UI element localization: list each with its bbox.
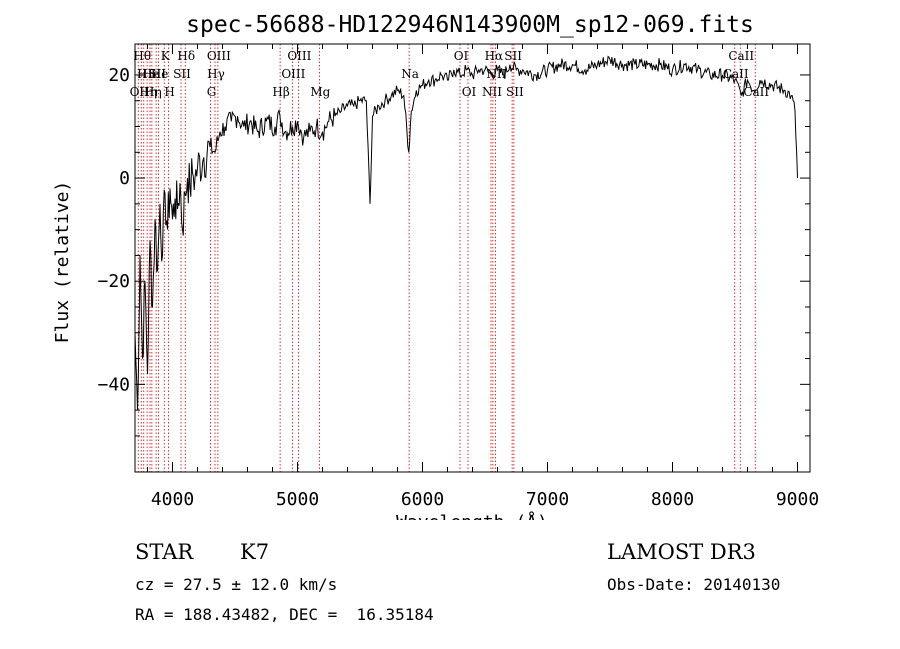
line-marker-label: OII: [130, 85, 150, 99]
line-marker-label: Mg: [310, 85, 330, 99]
y-tick-label: −20: [97, 271, 130, 292]
chart-title: spec-56688-HD122946N143900M_sp12-069.fit…: [186, 12, 754, 38]
axis-tick-labels: 4000 5000 6000 7000 8000 9000 −40 −20 0 20: [97, 65, 819, 510]
plot-frame: [134, 43, 811, 473]
x-tick-label: 6000: [401, 489, 444, 510]
y-tick-label: 0: [119, 168, 130, 189]
axis-ticks: [135, 44, 810, 472]
line-marker-label: CaII: [743, 85, 769, 99]
line-marker-label: G: [207, 85, 217, 99]
line-marker-label: SII: [148, 67, 166, 81]
line-marker-label: SII: [173, 67, 191, 81]
line-marker-label: OIII: [281, 67, 305, 81]
y-tick-label: 20: [108, 65, 130, 86]
x-tick-label: 9000: [776, 489, 819, 510]
line-marker-label: CaII: [728, 49, 754, 63]
x-tick-label: 7000: [526, 489, 569, 510]
line-marker-label: Hη: [144, 85, 162, 99]
line-marker-label: SII: [506, 85, 524, 99]
line-marker-label: H: [164, 85, 174, 99]
x-tick-label: 8000: [651, 489, 694, 510]
line-marker-label: Na: [401, 67, 419, 81]
y-axis-label: Flux (relative): [52, 181, 73, 344]
object-class: STAR: [135, 540, 194, 564]
object-subclass: K7: [240, 540, 270, 564]
line-marker-label: He: [151, 67, 169, 81]
spectrum-chart: spec-56688-HD122946N143900M_sp12-069.fit…: [52, 12, 819, 520]
line-marker-label: OI: [454, 49, 469, 63]
coordinates: RA = 188.43482, DEC = 16.35184: [135, 605, 434, 624]
line-marker-label: Hδ: [177, 49, 195, 63]
line-marker-labels: OIIHθHIHηHeHηSIIHeKHSIIHδGHγOIIIHβOIIIOI…: [130, 49, 770, 99]
line-marker-label: Hθ: [133, 49, 151, 63]
line-marker-label: OI: [462, 85, 477, 99]
line-marker-label: HI: [137, 67, 152, 81]
redshift-cz: cz = 27.5 ± 12.0 km/s: [135, 575, 338, 594]
line-marker-label: NII: [482, 85, 502, 99]
line-marker-label: Hη: [139, 85, 157, 99]
x-tick-label: 4000: [151, 489, 194, 510]
x-tick-label: 5000: [276, 489, 319, 510]
x-axis-label: Wavelength (Å): [396, 511, 548, 520]
line-marker-label: SII: [504, 49, 522, 63]
line-marker-label: NII: [486, 67, 506, 81]
line-markers: [137, 44, 756, 472]
line-marker-label: OIII: [207, 49, 231, 63]
line-marker-label: Hγ: [207, 67, 225, 81]
line-marker-label: K: [161, 49, 171, 63]
y-tick-label: −40: [97, 374, 130, 395]
line-marker-label: OIII: [287, 49, 311, 63]
spectrum-line: [134, 55, 798, 411]
line-marker-label: He: [142, 67, 160, 81]
survey-name: LAMOST DR3: [607, 540, 756, 564]
line-marker-label: Hβ: [272, 85, 289, 99]
observation-date: Obs-Date: 20140130: [607, 575, 781, 594]
line-marker-label: Hα: [485, 49, 504, 63]
